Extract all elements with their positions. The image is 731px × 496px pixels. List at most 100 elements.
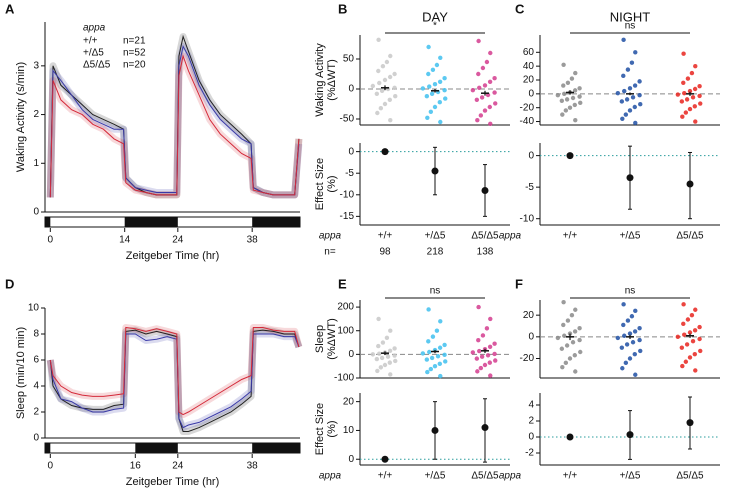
data-point [675,92,681,97]
n-value: 218 [427,247,444,258]
data-point [637,325,642,331]
data-point [438,119,443,125]
series-line [49,54,300,198]
x-tick-label: 0 [48,235,54,246]
data-point [567,331,573,336]
data-point [425,115,430,121]
data-point [565,318,571,323]
y-tick-label: 50 [343,54,355,65]
data-point [698,101,703,106]
data-point [393,94,398,99]
panel-label: B [338,1,347,16]
y-tick-label: 2 [33,407,39,418]
data-point [621,37,626,43]
data-point [693,63,698,69]
data-point [375,110,380,116]
data-point [429,355,435,361]
data-point [427,84,432,89]
data-point [476,304,481,310]
data-point [378,365,384,370]
sem-band [46,324,303,419]
data-point [684,97,690,102]
dark-period [124,217,178,227]
y-axis-label: Sleep (min/10 min) [15,327,27,419]
y-axis-label: (%) [326,420,338,437]
data-point [482,362,488,368]
data-point [426,71,431,77]
effect-point [566,433,574,441]
data-point [697,84,702,89]
y-tick-label: 2 [528,416,534,427]
data-point [387,348,393,354]
data-point [379,355,385,361]
data-point [438,373,443,379]
y-axis-label: (%ΔWT) [326,59,338,101]
legend-entry: +/Δ5 [83,48,104,59]
data-point [488,50,493,56]
data-point [477,348,482,354]
x-tick-label: Δ5/Δ5 [676,471,704,482]
data-point [559,346,565,351]
data-point [376,37,381,42]
y-axis-label: Sleep [314,325,326,353]
data-point [559,98,565,103]
data-point [488,316,493,322]
data-point [374,91,380,97]
effect-point [626,431,634,439]
x-tick-label: Δ5/Δ5 [676,231,704,242]
data-point [487,104,492,110]
legend-entry: Δ5/Δ5 [83,60,111,71]
data-point [637,79,642,84]
y-tick-label: -2 [525,448,534,459]
data-point [681,321,686,327]
data-point [685,76,691,81]
data-point [426,307,431,312]
panel-label: F [515,276,523,291]
significance-label: ns [625,286,636,297]
y-tick-label: 0 [348,349,354,360]
data-point [561,322,566,328]
data-point [435,354,441,359]
y-tick-label: -5 [345,168,354,179]
data-point [622,333,627,338]
data-point [478,113,484,118]
y-tick-label: 8 [33,329,39,340]
y-axis-label: Effect Size [314,158,326,210]
data-point [687,330,693,335]
y-tick-label: 0 [348,454,354,465]
data-point [682,90,687,96]
data-point [482,83,488,88]
data-point [478,365,484,371]
data-point [480,65,486,71]
data-point [578,100,583,106]
data-point [428,109,434,115]
data-point [370,352,376,357]
n-value: 98 [379,247,391,258]
data-point [689,312,695,318]
data-point [480,333,486,338]
data-point [562,333,567,338]
data-point [555,335,561,341]
data-point [430,334,436,339]
data-point [675,334,681,340]
effect-point [481,424,489,432]
y-axis-label: Effect Size [314,403,326,455]
y-axis-label: Waking Activity [314,43,326,117]
data-point [569,312,575,318]
data-point [623,112,629,117]
data-point [572,88,578,93]
legend-n: n=20 [123,60,146,71]
data-point [573,70,578,76]
x-tick-label: 38 [247,461,259,472]
data-point [442,352,447,358]
data-point [679,99,685,104]
data-point [442,88,447,93]
data-point [560,112,565,117]
legend-n: n=52 [123,48,146,59]
x-tick-label: +/+ [563,471,578,482]
y-tick-label: -15 [340,211,355,222]
data-point [470,350,476,355]
data-point [627,108,633,113]
data-point [567,356,573,361]
